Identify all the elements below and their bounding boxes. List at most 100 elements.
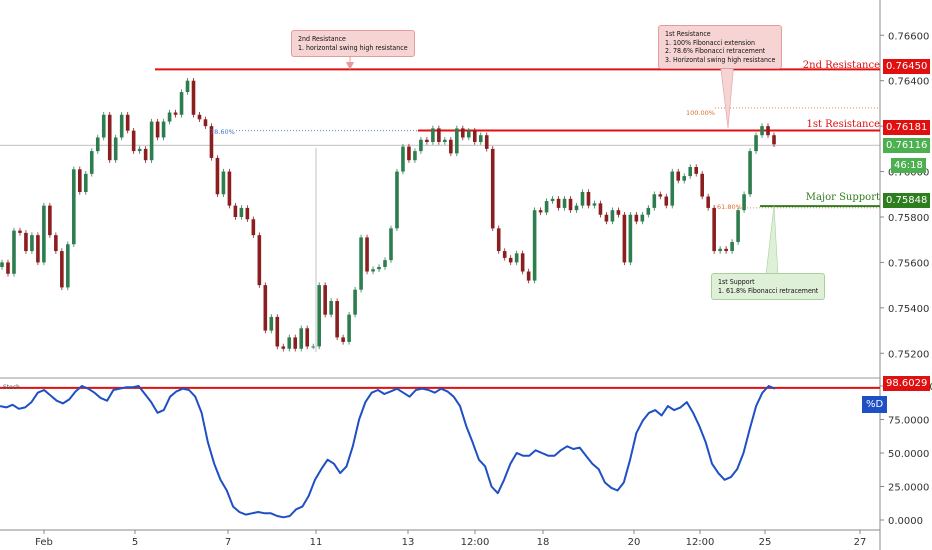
second-resistance-label: 2nd Resistance — [802, 60, 880, 71]
first-support-note: 1st Support 1. 61.8% Fibonacci retraceme… — [711, 273, 826, 300]
candle-body — [323, 285, 327, 315]
stoch-tick-label: 50.0000 — [888, 449, 929, 460]
candle-body — [718, 248, 722, 252]
candle-body — [155, 121, 160, 138]
candle-body — [395, 171, 399, 229]
candle-body — [221, 171, 226, 195]
candle-body — [359, 237, 363, 290]
candle-body — [203, 119, 208, 127]
candle-body — [658, 194, 663, 197]
candle-body — [89, 151, 94, 174]
stochastic-panel — [0, 385, 880, 519]
candle-body — [125, 114, 130, 131]
level-lines — [0, 56, 880, 352]
candle-body — [72, 169, 76, 245]
candle-body — [245, 207, 250, 220]
major-support-price-tag: 0.75848 — [883, 193, 931, 208]
candle-body — [419, 139, 423, 152]
candle-body — [592, 203, 597, 206]
stoch-series-badge: %D — [862, 396, 888, 413]
candle-body — [233, 205, 238, 217]
candle-body — [574, 205, 579, 211]
first-support-note-line: 1. 61.8% Fibonacci retracement — [718, 286, 819, 295]
time-tick-label: 18 — [537, 537, 550, 548]
time-tick-label: 12:00 — [686, 537, 715, 548]
candle-body — [299, 328, 304, 349]
candle-body — [736, 210, 740, 242]
candle-body — [544, 201, 549, 213]
candle-body — [341, 337, 345, 342]
candle-body — [197, 114, 202, 120]
candle-body — [227, 171, 232, 206]
candle-body — [281, 346, 286, 349]
candle-body — [389, 228, 393, 261]
candle-body — [42, 205, 46, 263]
candle-body — [712, 207, 716, 252]
candle-body — [239, 207, 244, 217]
candle-body — [425, 139, 429, 143]
candle-body — [682, 176, 687, 181]
first-resistance-pointer — [719, 61, 735, 129]
candle-body — [520, 253, 525, 272]
fib-786-label: 78.60% — [210, 128, 235, 136]
stoch-tick-label: 75.0000 — [888, 416, 929, 427]
candle-body — [748, 151, 752, 195]
candle-body — [431, 128, 435, 143]
first-resistance-note-line: 1. 100% Fibonacci extension — [665, 38, 755, 47]
time-tick-label: 25 — [759, 537, 772, 548]
time-tick-label: 20 — [628, 537, 641, 548]
candles — [0, 77, 776, 352]
stoch-d-line — [0, 385, 776, 519]
time-tick-label: 13 — [402, 537, 415, 548]
first-support-pointer — [765, 205, 779, 276]
candle-body — [83, 173, 88, 192]
stoch-tick-label: 25.0000 — [888, 483, 929, 494]
first-resistance-note-line: 3. Horizontal swing high resistance — [665, 55, 776, 64]
candle-body — [598, 203, 603, 215]
first-resistance-note-line: 2. 78.6% Fibonacci retracement — [665, 47, 766, 55]
candle-body — [101, 114, 106, 138]
candle-body — [60, 251, 64, 288]
second-resistance-note: 2nd Resistance 1. horizontal swing high … — [291, 30, 415, 57]
candle-body — [317, 285, 321, 347]
candle-body — [580, 192, 585, 206]
second-resistance-note-line: 1. horizontal swing high resistance — [298, 43, 408, 52]
candle-body — [311, 346, 315, 348]
candle-body — [173, 112, 178, 115]
candle-body — [484, 135, 489, 149]
candle-body — [293, 337, 298, 349]
candle-body — [383, 260, 387, 267]
candle-body — [209, 126, 214, 158]
candle-body — [676, 171, 681, 181]
candle-body — [730, 241, 734, 252]
second-resistance-pointer-arrow — [346, 62, 354, 70]
fib-618-label: 61.80% — [717, 203, 742, 211]
candle-body — [143, 148, 148, 161]
candle-body — [766, 126, 770, 136]
candle-body — [550, 198, 555, 202]
price-tick-label: 0.75400 — [888, 304, 929, 315]
candle-body — [6, 262, 10, 274]
candle-body — [449, 139, 453, 154]
candle-body — [353, 289, 357, 315]
first-support-note-title: 1st Support — [718, 278, 755, 286]
candle-body — [113, 137, 118, 161]
candle-body — [36, 235, 40, 263]
stoch-label: Stoch — [3, 384, 20, 391]
candle-body — [514, 253, 519, 263]
second-resistance-price-tag: 0.76450 — [883, 59, 931, 74]
candle-body — [461, 128, 465, 138]
candle-body — [586, 192, 591, 206]
candle-body — [407, 146, 411, 161]
candle-body — [30, 235, 34, 252]
candle-body — [437, 128, 441, 143]
candle-body — [131, 130, 136, 152]
candle-body — [568, 198, 573, 211]
candle-body — [77, 169, 82, 192]
price-tick-label: 0.76000 — [888, 168, 929, 179]
candle-body — [562, 198, 567, 208]
candle-body — [365, 237, 369, 272]
candle-body — [772, 135, 776, 145]
candle-body — [95, 137, 100, 152]
